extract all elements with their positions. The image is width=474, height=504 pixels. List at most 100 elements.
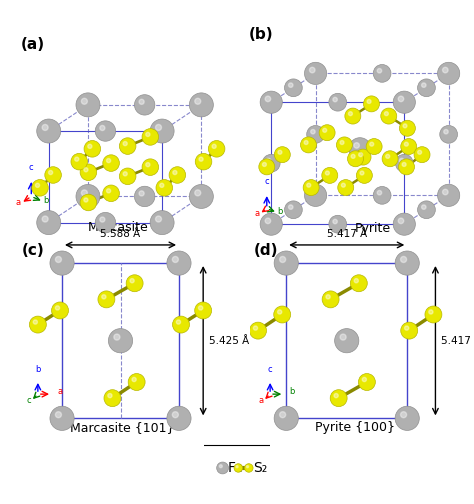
Circle shape [119, 168, 136, 184]
Circle shape [364, 96, 380, 112]
Circle shape [103, 185, 119, 202]
Text: (b): (b) [249, 27, 273, 42]
Text: b: b [44, 197, 49, 206]
Circle shape [384, 112, 388, 116]
Circle shape [304, 141, 308, 145]
Circle shape [50, 406, 74, 430]
Circle shape [333, 97, 337, 102]
Circle shape [139, 99, 144, 104]
Circle shape [425, 306, 442, 323]
Circle shape [401, 139, 417, 155]
Circle shape [236, 466, 238, 468]
Circle shape [438, 62, 460, 85]
Circle shape [45, 167, 61, 183]
Circle shape [405, 326, 409, 330]
Circle shape [393, 91, 415, 113]
Circle shape [266, 158, 271, 163]
Text: b: b [277, 207, 283, 216]
Circle shape [102, 295, 106, 299]
Text: c: c [27, 396, 31, 405]
Circle shape [150, 211, 174, 234]
Circle shape [142, 159, 159, 175]
Text: a: a [258, 396, 264, 405]
Circle shape [139, 191, 144, 196]
Circle shape [418, 150, 422, 154]
Circle shape [348, 112, 353, 116]
Circle shape [398, 218, 404, 224]
Circle shape [381, 108, 397, 124]
Circle shape [126, 275, 143, 292]
Circle shape [367, 99, 371, 103]
Circle shape [310, 68, 315, 73]
Circle shape [401, 257, 407, 263]
Circle shape [404, 142, 408, 146]
Circle shape [263, 162, 266, 166]
Text: a: a [57, 387, 63, 396]
Circle shape [246, 466, 248, 468]
Circle shape [132, 377, 136, 382]
Circle shape [382, 151, 398, 167]
Circle shape [274, 406, 298, 430]
Circle shape [386, 154, 390, 158]
Circle shape [80, 194, 97, 211]
Circle shape [176, 320, 181, 324]
Circle shape [438, 184, 460, 207]
Circle shape [304, 62, 327, 85]
Circle shape [323, 129, 327, 133]
Circle shape [48, 170, 53, 174]
Circle shape [259, 159, 275, 175]
Circle shape [360, 171, 364, 175]
Circle shape [103, 155, 119, 171]
Circle shape [52, 302, 69, 319]
Circle shape [36, 119, 61, 143]
Circle shape [212, 144, 216, 148]
Circle shape [142, 129, 159, 145]
Circle shape [350, 275, 367, 292]
Circle shape [114, 334, 120, 340]
Circle shape [414, 147, 430, 163]
Circle shape [444, 130, 448, 134]
Circle shape [84, 141, 100, 157]
Circle shape [400, 120, 415, 136]
Circle shape [421, 205, 426, 209]
Circle shape [108, 394, 112, 398]
Circle shape [123, 142, 127, 146]
Circle shape [189, 184, 213, 209]
Circle shape [219, 465, 222, 468]
Circle shape [71, 153, 88, 170]
Circle shape [265, 218, 271, 224]
Circle shape [107, 189, 110, 193]
Circle shape [135, 186, 155, 207]
Circle shape [341, 183, 346, 187]
Circle shape [80, 164, 97, 180]
Circle shape [195, 302, 211, 319]
Circle shape [340, 334, 346, 340]
Circle shape [260, 213, 283, 235]
Circle shape [333, 219, 337, 224]
Text: 5.417 Å: 5.417 Å [327, 229, 367, 239]
Circle shape [377, 69, 382, 73]
Circle shape [284, 201, 302, 219]
Circle shape [84, 168, 88, 172]
Circle shape [82, 98, 87, 104]
Circle shape [260, 91, 283, 113]
Circle shape [307, 125, 325, 143]
Circle shape [209, 141, 225, 157]
Circle shape [42, 124, 48, 131]
Circle shape [95, 121, 116, 141]
Text: Marcasite: Marcasite [88, 221, 149, 233]
Text: b: b [35, 365, 41, 374]
Circle shape [443, 190, 448, 195]
Text: S₂: S₂ [254, 461, 268, 475]
Circle shape [334, 394, 338, 398]
Circle shape [98, 291, 115, 308]
Circle shape [173, 170, 177, 174]
Circle shape [403, 124, 407, 128]
Circle shape [289, 83, 293, 87]
Circle shape [349, 138, 371, 160]
Circle shape [167, 251, 191, 275]
Circle shape [370, 142, 374, 146]
Circle shape [199, 157, 203, 161]
Circle shape [109, 329, 133, 353]
Circle shape [395, 251, 419, 275]
